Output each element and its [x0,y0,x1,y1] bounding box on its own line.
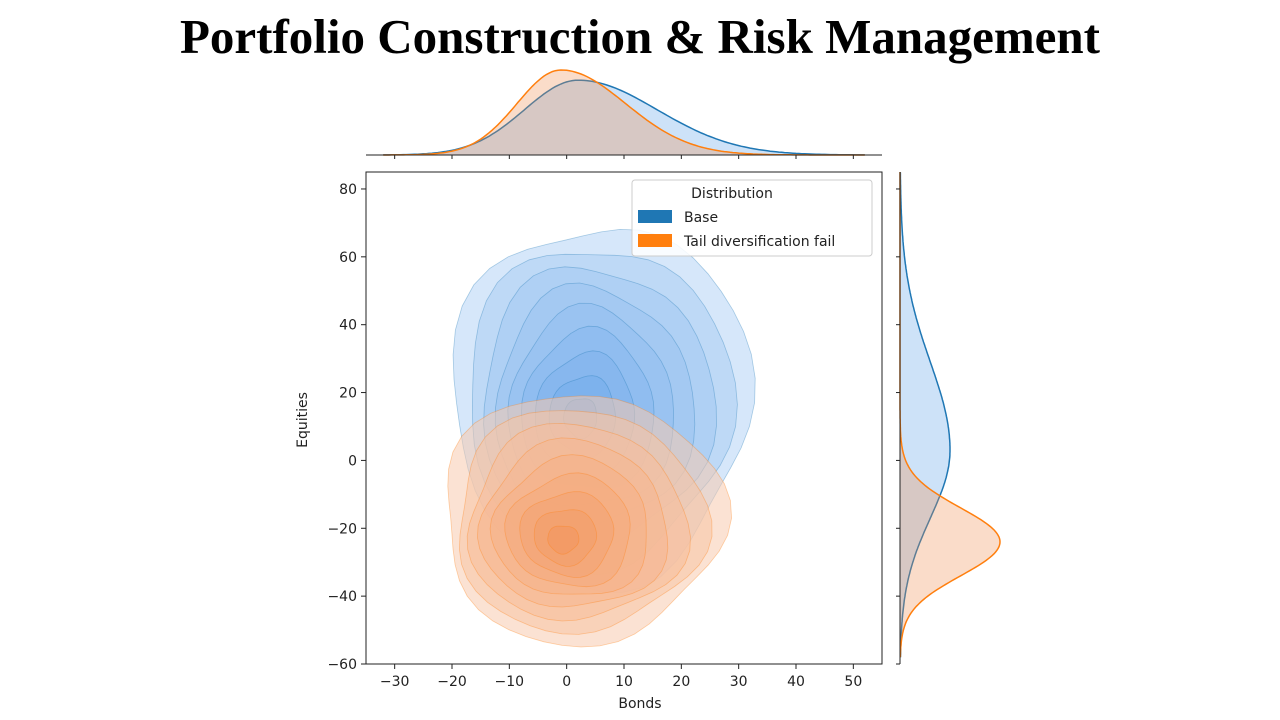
marginal-x-fill-1 [383,70,865,155]
y-tick-label: 80 [339,182,357,198]
x-tick-label: −30 [380,674,410,690]
y-tick-label: −40 [327,589,357,605]
legend-label-0: Base [684,210,718,226]
x-tick-label: −10 [495,674,525,690]
y-tick-label: −20 [327,521,357,537]
marginal-y-line-0 [899,171,951,658]
x-tick-label: −20 [437,674,467,690]
y-tick-label: 20 [339,386,357,402]
slide-title: Portfolio Construction & Risk Management [179,9,1101,64]
legend-label-1: Tail diversification fail [683,234,835,250]
x-tick-label: 20 [672,674,690,690]
kde-level-1-8 [547,525,580,555]
legend-title: Distribution [691,186,773,202]
y-axis-title: Equities [295,392,311,448]
x-tick-label: 0 [562,674,571,690]
x-tick-label: 40 [787,674,805,690]
legend-swatch-1 [638,234,672,247]
axes: −30 −20 −10 0 10 20 30 40 50 −60 −40 −20 0 20 40 60 80 Bo… [295,171,883,712]
y-tick-label: 0 [348,453,357,469]
x-axis-title: Bonds [618,696,661,712]
legend-swatch-0 [638,210,672,223]
x-tick-label: 50 [844,674,862,690]
x-tick-label: 30 [730,674,748,690]
marginal-y-fill-1 [900,172,1000,658]
marginal-x-density [366,69,882,159]
y-tick-label: −60 [327,657,357,673]
legend-box [631,179,873,257]
marginal-x-fill-0 [383,80,865,155]
kde-series-1 [447,395,733,648]
joint-kde-fills [447,228,756,648]
marginal-y-fill-0 [900,172,950,658]
legend: Distribution Base Tail diversification fai… [631,179,873,257]
y-tick-label: 60 [339,250,357,266]
x-tick-label: 10 [615,674,633,690]
marginal-y-density [896,171,1001,665]
y-tick-label: 40 [339,318,357,334]
